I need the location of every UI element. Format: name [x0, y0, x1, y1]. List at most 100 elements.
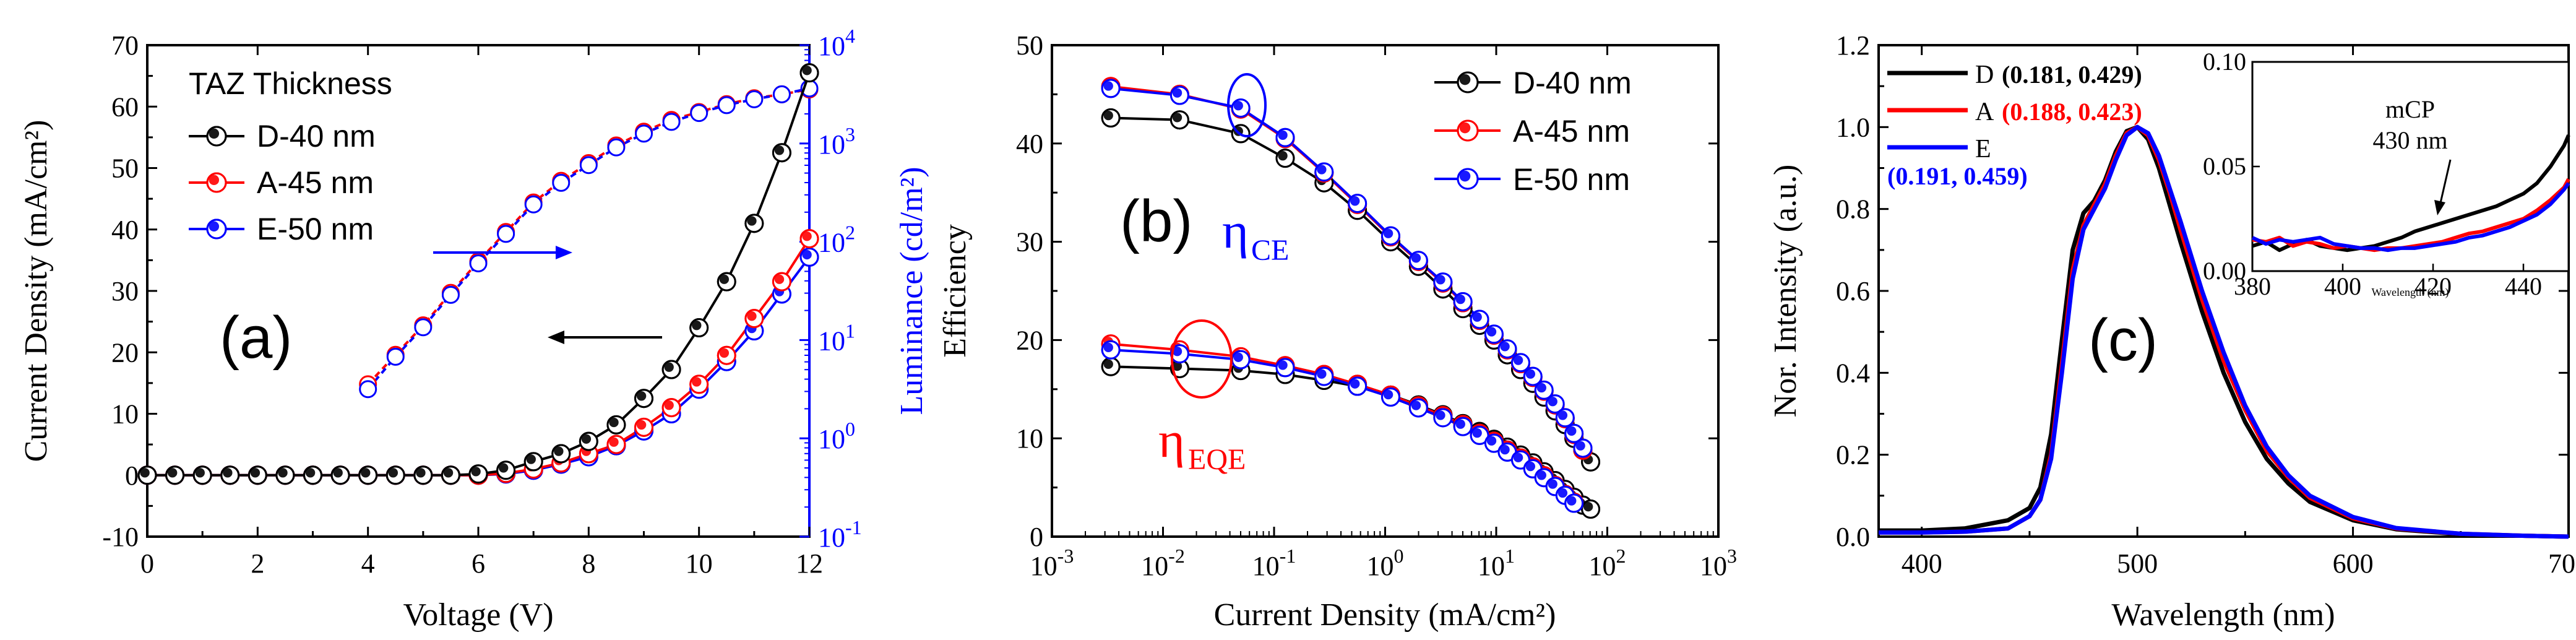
- panel-a-ytick-label: 60: [111, 92, 139, 122]
- panel-a: 0 2 4 6 8 10 12-1001020304050607010-1100101102…: [19, 25, 929, 633]
- panel-a-ytick-label: 30: [111, 276, 139, 306]
- panel-b-point: [1534, 380, 1554, 400]
- panel-a-point: [579, 431, 598, 451]
- panel-a-point: [220, 465, 240, 485]
- panel-a-y2tick-label: 10-1: [818, 516, 862, 553]
- panel-a-legend-marker: [206, 172, 227, 193]
- panel-b-eta-eqe: η EQE: [1158, 319, 1246, 476]
- panel-a-point: [634, 417, 653, 437]
- panel-a-point: [468, 464, 488, 484]
- panel-a-luminance-point: [690, 104, 709, 123]
- panel-a-legend-label: A-45 nm: [257, 165, 374, 200]
- panel-c-inset-ytick-label: 0.05: [2203, 152, 2246, 180]
- panel-a-xlabel: Voltage (V): [403, 597, 553, 633]
- panel-b-eta-ce-symbol: η: [1222, 202, 1249, 259]
- panel-a-point: [192, 465, 212, 485]
- panel-c-legend-label: A: [1975, 98, 1994, 126]
- panel-a-point: [717, 272, 736, 292]
- panel-b-point: [1453, 292, 1473, 311]
- panel-b-point: [1231, 350, 1251, 370]
- panel-a-legend-marker: [206, 126, 227, 147]
- panel-a-luminance-point: [469, 254, 488, 273]
- panel-c-inset-line-E: [2251, 182, 2570, 253]
- panel-b-point: [1231, 98, 1251, 118]
- panel-c-ytick-label: 0.6: [1836, 276, 1870, 306]
- panel-a-y2tick-label: 101: [818, 319, 855, 356]
- panel-b-point: [1381, 387, 1400, 407]
- panel-b-point: [1101, 108, 1121, 128]
- panel-b-eta-eqe-symbol: η: [1158, 412, 1185, 468]
- panel-c-legend-cie: (0.181, 0.429): [2002, 61, 2142, 89]
- panel-a-point: [523, 452, 543, 472]
- panel-b-ytick-label: 30: [1016, 227, 1043, 257]
- panel-a-legend-label: D-40 nm: [257, 119, 376, 154]
- panel-b-legend-marker: [1457, 168, 1479, 190]
- panel-a-ytick-label: -10: [102, 522, 139, 552]
- panel-a-luminance-point: [635, 124, 653, 143]
- panel-a-point: [386, 465, 405, 485]
- panel-b-point: [1484, 433, 1504, 453]
- panel-a-ytick-label: 50: [111, 154, 139, 184]
- panel-a-point: [606, 435, 626, 454]
- panel-c-ylabel: Nor. Intensity (a.u.): [1768, 165, 1803, 418]
- panel-b-eta-ce-subscript: CE: [1251, 234, 1289, 267]
- panel-b-legend-marker: [1457, 71, 1479, 93]
- panel-a-point: [303, 465, 322, 485]
- panel-c-ytick-label: 1.0: [1836, 112, 1870, 142]
- panel-a-arrow-left: [548, 331, 662, 344]
- panel-c-xtick-label: 400: [1902, 548, 1942, 579]
- panel-a-luminance-point: [497, 225, 515, 243]
- panel-c-inset-xtick-label: 400: [2324, 272, 2361, 300]
- panel-a-xtick-label: 2: [251, 548, 264, 579]
- panel-c-legend-cie: (0.191, 0.459): [1887, 162, 2028, 190]
- panel-c-ytick-label: 0.4: [1836, 358, 1870, 388]
- panel-a-point: [165, 465, 185, 485]
- panel-b-point: [1453, 417, 1473, 436]
- panel-b-ytick-label: 20: [1016, 325, 1043, 355]
- panel-b-xtick-label: 103: [1700, 545, 1737, 581]
- panel-b-point: [1408, 398, 1428, 418]
- panel-a-label: (a): [220, 305, 292, 371]
- panel-a-y2tick-label: 100: [818, 418, 855, 454]
- panel-a-luminance-point: [552, 173, 571, 192]
- panel-a-luminance-point: [745, 90, 764, 108]
- panel-a-point: [137, 465, 157, 485]
- panel-b-ylabel: Efficiency: [937, 224, 973, 358]
- panel-c-xtick-label: 600: [2333, 548, 2374, 579]
- panel-a-luminance-point: [772, 85, 791, 103]
- panel-a-point: [496, 461, 516, 480]
- panel-a-point: [661, 360, 681, 379]
- panel-c-inset-xtick-label: 420: [2414, 272, 2452, 300]
- panel-c-legend-label: D: [1975, 61, 1994, 89]
- panel-b-point: [1408, 251, 1428, 270]
- panel-b-point: [1484, 324, 1504, 344]
- panel-a-y2tick-label: 103: [818, 123, 855, 160]
- panel-b-point: [1433, 408, 1453, 428]
- panel-c-ytick-label: 0.0: [1836, 522, 1870, 552]
- panel-b-point: [1101, 79, 1121, 98]
- panel-b-point: [1470, 425, 1489, 445]
- panel-a-xtick-label: 0: [140, 548, 154, 579]
- panel-c-inset-annotation-line2: 430 nm: [2372, 126, 2447, 154]
- panel-a-point: [634, 389, 653, 409]
- panel-b-xlabel: Current Density (mA/cm²): [1214, 597, 1556, 633]
- panel-a-xtick-label: 12: [796, 548, 823, 579]
- panel-b-point: [1314, 366, 1334, 386]
- panel-a-ylabel: Current Density (mA/cm²): [19, 120, 54, 462]
- panel-a-luminance-point: [662, 113, 681, 131]
- panel-b-point: [1497, 339, 1517, 359]
- panel-a-point: [744, 309, 764, 329]
- panel-c-line-E: [1879, 124, 2569, 539]
- panel-b-point: [1555, 408, 1575, 428]
- panel-b-point: [1275, 128, 1295, 147]
- panel-b-point: [1381, 226, 1400, 246]
- panel-b-legend-marker: [1457, 119, 1479, 142]
- panel-b-point: [1510, 353, 1530, 373]
- panel-a-luminance-point: [607, 138, 626, 157]
- panel-b-point: [1170, 85, 1189, 105]
- panel-c-ytick-label: 0.2: [1836, 440, 1870, 470]
- panel-b-eta-eqe-subscript: EQE: [1188, 443, 1246, 476]
- panel-c-xlabel: Wavelength (nm): [2111, 597, 2335, 633]
- panel-a-xtick-label: 6: [472, 548, 485, 579]
